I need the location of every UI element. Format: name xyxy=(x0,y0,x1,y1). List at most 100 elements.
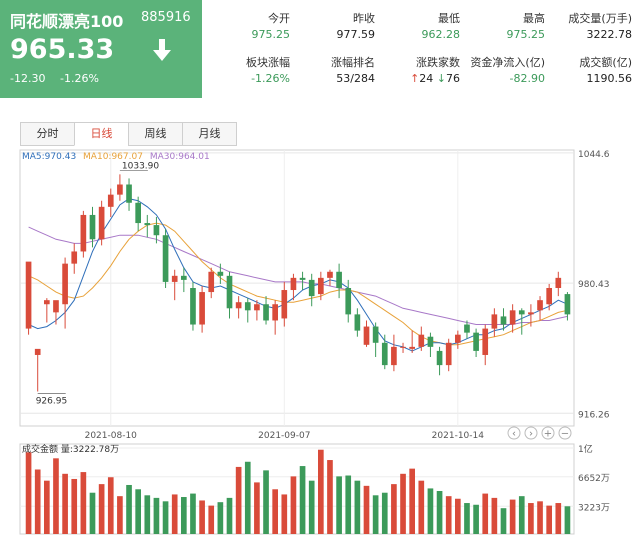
candle-body xyxy=(98,206,105,240)
candle-body xyxy=(528,312,534,315)
candle-body xyxy=(409,346,415,349)
ma10-legend: MA10:967.07 xyxy=(83,152,143,162)
zoom-out-icon[interactable] xyxy=(558,426,572,440)
stat-label: 涨幅排名 xyxy=(331,56,375,69)
nav-left-icon-glyph: ‹ xyxy=(512,429,516,440)
candle-body xyxy=(455,334,461,343)
candle-body xyxy=(208,271,215,293)
candle-body xyxy=(363,326,370,345)
price-change: -12.30 xyxy=(10,72,46,85)
volume-bar xyxy=(226,497,233,534)
stat-label: 成交额(亿) xyxy=(579,56,632,69)
volume-bar xyxy=(25,452,32,534)
volume-bar xyxy=(381,492,388,534)
candle-body xyxy=(400,346,406,348)
volume-bar xyxy=(135,489,141,534)
quote-panel: 同花顺漂亮100 885916 965.33 -12.30 -1.26% xyxy=(0,0,202,98)
candle-body xyxy=(509,310,516,325)
stat-label: 涨跌家数 xyxy=(416,56,460,69)
volume-bar xyxy=(144,495,151,534)
volume-bar xyxy=(254,482,260,534)
candle-body xyxy=(25,261,32,329)
candle-body xyxy=(564,294,571,315)
tab-weekly[interactable]: 周线 xyxy=(128,122,182,146)
candle-body xyxy=(464,324,470,333)
volume-bar xyxy=(53,458,59,534)
y-tick-label: 1044.6 xyxy=(578,150,610,160)
volume-bar xyxy=(491,497,498,534)
zoom-out-icon-glyph: − xyxy=(561,429,569,440)
stat-value: 1190.56 xyxy=(586,72,633,85)
zoom-in-icon[interactable] xyxy=(541,426,555,440)
candle-body xyxy=(500,316,507,325)
candle-body xyxy=(190,288,196,325)
current-price: 965.33 xyxy=(10,34,115,65)
candle-body xyxy=(162,235,169,282)
ma5-legend: MA5:970.43 xyxy=(22,152,77,162)
tab-daily[interactable]: 日线 xyxy=(74,122,128,146)
candle-body xyxy=(34,348,41,355)
volume-bar xyxy=(363,485,370,534)
volume-bar xyxy=(98,484,105,534)
candle-body xyxy=(482,328,489,355)
candle-body xyxy=(217,271,224,276)
zoom-in-icon-glyph: + xyxy=(544,429,552,440)
volume-bar xyxy=(455,498,461,534)
volume-bar xyxy=(62,473,68,534)
stat-value: 962.28 xyxy=(421,28,461,41)
volume-bar xyxy=(117,496,123,534)
x-tick-label: 2021-09-07 xyxy=(258,431,310,441)
candle-body xyxy=(80,214,87,252)
volume-bar xyxy=(500,508,507,534)
candle-body xyxy=(445,342,452,366)
volume-tick-label: 6652万 xyxy=(578,474,610,484)
tab-monthly[interactable]: 月线 xyxy=(182,122,237,146)
volume-bar xyxy=(299,466,306,534)
candle-body xyxy=(318,277,324,295)
candle-body xyxy=(308,279,315,297)
down-arrow-icon: ↓ xyxy=(436,72,446,85)
x-tick-label: 2021-08-10 xyxy=(85,431,138,441)
volume-bar xyxy=(354,480,361,534)
volume-bar xyxy=(482,493,489,534)
stat-label: 成交量(万手) xyxy=(568,12,632,25)
ma5-line xyxy=(28,198,568,352)
down-arrow-icon xyxy=(152,38,172,66)
candle-body xyxy=(272,304,278,321)
stat-value: -82.90 xyxy=(509,72,545,85)
candle-body xyxy=(135,202,141,224)
tab-intraday[interactable]: 分时 xyxy=(20,122,74,146)
volume-bar xyxy=(290,476,297,534)
volume-bar xyxy=(34,469,41,534)
nav-left-icon[interactable] xyxy=(507,426,521,440)
stat-label: 板块涨幅 xyxy=(246,56,290,69)
volume-bar xyxy=(336,476,342,534)
volume-bar xyxy=(518,496,525,534)
stat-value: -1.26% xyxy=(251,72,290,85)
candle-body xyxy=(546,288,552,305)
ma-legend: MA5:970.43 MA10:967.07 MA30:964.01 xyxy=(22,152,214,162)
volume-bar xyxy=(436,491,443,534)
volume-bar xyxy=(345,475,352,534)
annotation-label: 1033.90 xyxy=(122,162,159,172)
volume-bar xyxy=(555,503,562,534)
candle-body xyxy=(254,304,260,311)
volume-bar xyxy=(546,505,552,534)
volume-bar xyxy=(89,492,96,534)
volume-bar xyxy=(464,503,470,534)
index-name: 同花顺漂亮100 xyxy=(10,12,124,31)
candle-body xyxy=(107,194,114,207)
nav-right-icon-glyph: › xyxy=(529,429,533,440)
candle-body xyxy=(372,326,379,343)
nav-right-icon[interactable] xyxy=(524,426,538,440)
candle-body xyxy=(537,300,543,311)
volume-bar xyxy=(126,484,132,534)
candle-body xyxy=(44,300,50,305)
volume-bar xyxy=(44,480,50,534)
candle-body xyxy=(473,332,479,351)
volume-tick-label: 3223万 xyxy=(578,503,610,513)
volume-bar xyxy=(564,506,571,534)
volume-bar xyxy=(217,502,224,534)
volume-bar xyxy=(244,461,251,534)
